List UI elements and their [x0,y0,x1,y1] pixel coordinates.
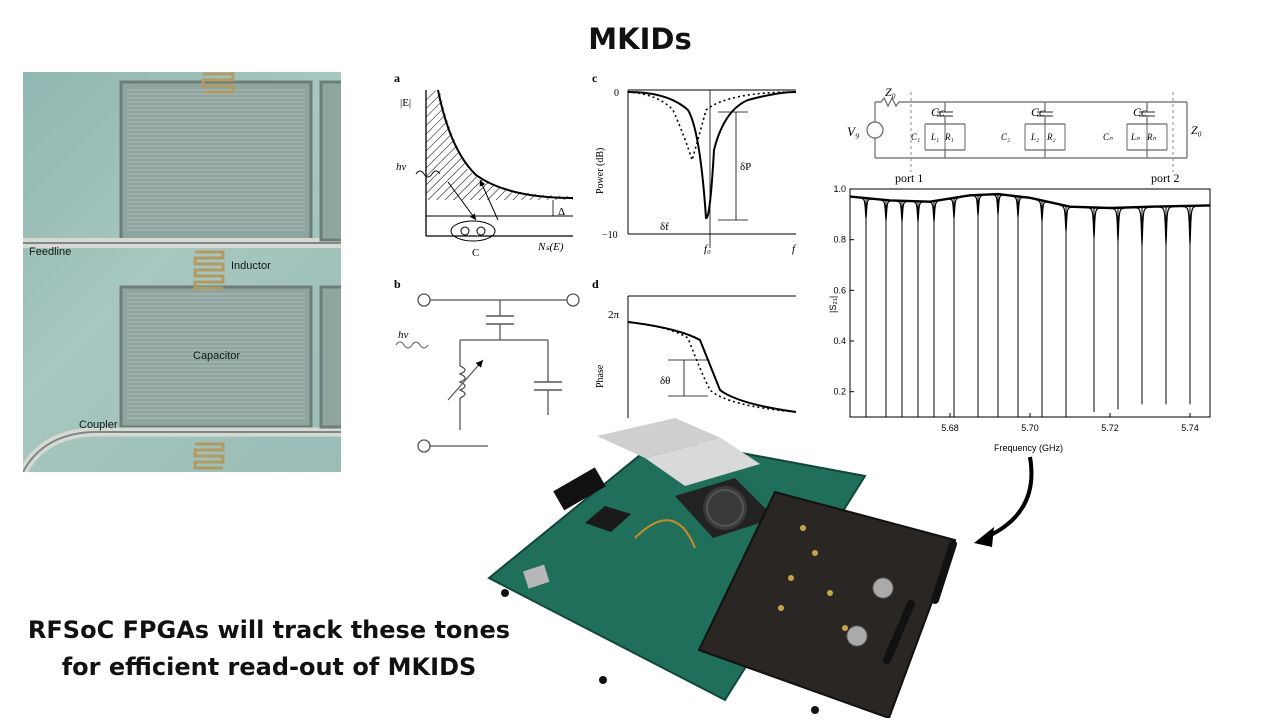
panel-c: c Power (dB) 0 −10 δP δf f₀ f [592,71,797,255]
caption-line-2: for efficient read-out of MKIDS [61,653,477,681]
panel-c-df: δf [660,221,669,233]
x-tick-label: 5.74 [1181,423,1199,433]
rfsoc-board-image [487,418,957,718]
x-tick-label: 5.68 [941,423,959,433]
circuit-port1: port 1 [895,171,923,185]
panel-c-f0: f₀ [704,243,711,255]
micrograph-drawing [23,72,341,472]
x-tick-label: 5.70 [1021,423,1039,433]
resonator-circuit: Z₀ V₉ Z₀ Cᴄ Cᴄ Cᴄ C₁ L₁ R₁ C₂ L₂ R₂ Cₙ L… [847,85,1202,185]
panel-d-dtheta: δθ [660,375,670,387]
mkid-physics-panels: a |E| Δ hν C Nₛ(E) b [394,71,797,453]
panel-a-xlabel: Nₛ(E) [537,241,564,253]
panel-c-letter: c [592,71,598,85]
caption-line-1: RFSoC FPGAs will track these tones [27,616,511,644]
panel-d-ytop: 2π [608,309,620,321]
panel-a-gap: Δ [558,206,565,218]
resonator-micrograph: Feedline Inductor Capacitor Coupler [23,72,341,472]
feedline-label: Feedline [29,246,72,258]
y-tick-label: 0.6 [833,285,846,295]
circuit-zg: Z₀ [885,85,896,99]
panel-b-photon: hν [398,329,409,341]
circuit-r1: R₁ [944,132,954,142]
panel-d-letter: d [592,277,599,291]
curved-arrow [974,456,1034,547]
panel-c-ytop: 0 [614,88,619,99]
circuit-port2: port 2 [1151,171,1179,185]
s21-baseline [849,192,1211,210]
x-tick-label: 5.72 [1101,423,1119,433]
circuit-cc1: Cᴄ [931,105,945,119]
circuit-c2: C₂ [1001,132,1010,142]
panel-b-letter: b [394,277,401,291]
circuit-c1: C₁ [911,132,920,142]
s21-chart: 0.2 0.4 0.6 0.8 1.0 5.68 5.70 5.72 5.74 |S₂₁| F… [828,184,1211,453]
circuit-zl: Z₀ [1191,123,1202,137]
panel-b: b hν [394,277,580,453]
panel-a-cooper: C [472,247,479,259]
panel-c-ybottom: −10 [602,230,618,241]
circuit-l2: L₂ [1030,132,1039,142]
chart-frame [849,188,1211,418]
y-tick-label: 0.2 [833,387,846,397]
circuit-l1: L₁ [930,132,939,142]
panel-a-ylabel: |E| [400,97,411,109]
panel-d-ylabel: Phase [595,364,606,388]
y-tick-label: 1.0 [833,184,846,194]
circuit-ln: Lₙ [1130,132,1140,142]
panel-a-photon: hν [396,161,407,173]
y-tick-label: 0.4 [833,336,846,346]
chart-xlabel: Frequency (GHz) [994,443,1063,453]
panel-d: d Phase 2π δθ [592,277,797,418]
panel-c-f: f [792,243,797,255]
capacitor-label: Capacitor [193,350,241,362]
panel-c-ylabel: Power (dB) [595,148,606,194]
circuit-rn: Rₙ [1146,132,1156,142]
inductor-label: Inductor [231,260,271,272]
panel-a-letter: a [394,71,400,85]
panel-a: a |E| Δ hν C Nₛ(E) [394,71,574,259]
caption: RFSoC FPGAs will track these tones for e… [14,612,524,686]
circuit-cc2: Cᴄ [1031,105,1045,119]
y-tick-label: 0.8 [833,235,846,245]
panel-c-dp: δP [740,161,751,173]
chart-ylabel: |S₂₁| [828,296,838,313]
circuit-vg: V₉ [847,124,859,139]
coupler-label: Coupler [79,419,118,431]
circuit-cc3: Cᴄ [1133,105,1147,119]
page-title: MKIDs [588,22,692,56]
circuit-cn: Cₙ [1103,132,1113,142]
circuit-r2: R₂ [1046,132,1056,142]
